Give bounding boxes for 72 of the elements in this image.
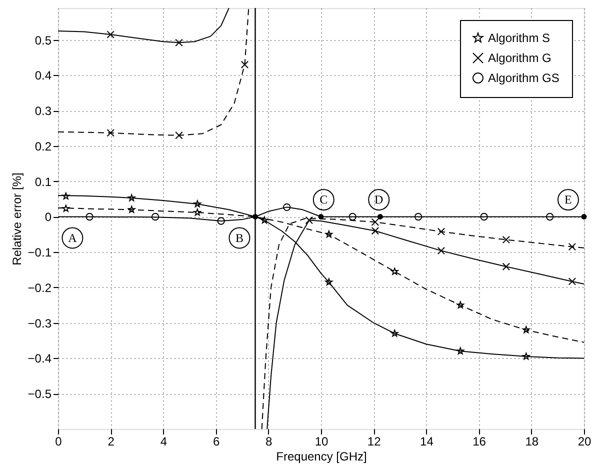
x-tick-label: 10 xyxy=(314,434,328,448)
annotation: D xyxy=(374,192,384,207)
point xyxy=(437,228,446,236)
point xyxy=(282,203,291,212)
x-tick-label: 14 xyxy=(420,434,434,448)
annotation: B xyxy=(235,230,244,245)
legend-label: Algorithm S xyxy=(488,31,550,45)
x-tick-label: 18 xyxy=(525,434,539,448)
y-tick-label: 0.2 xyxy=(34,139,52,154)
point xyxy=(414,212,422,221)
point xyxy=(62,204,70,212)
point xyxy=(546,212,554,221)
point xyxy=(522,352,530,360)
x-tick-label: 4 xyxy=(160,434,168,448)
point xyxy=(502,262,510,270)
point xyxy=(348,212,356,221)
point xyxy=(217,217,225,225)
x-tick-label: 2 xyxy=(108,434,115,448)
point xyxy=(456,347,464,354)
point xyxy=(86,212,94,221)
point xyxy=(522,326,530,334)
y-tick-label: −0.4 xyxy=(28,352,52,366)
point xyxy=(194,200,202,208)
x-tick-label: 12 xyxy=(367,434,382,448)
x-axis-title: Frequency [GHz] xyxy=(276,450,367,464)
point xyxy=(128,206,136,213)
point xyxy=(502,236,510,244)
x-tick-label: 20 xyxy=(578,434,592,448)
point xyxy=(305,216,314,224)
point xyxy=(325,278,333,286)
y-tick-label: 0 xyxy=(44,210,52,224)
point xyxy=(106,129,114,137)
point xyxy=(128,194,136,202)
point xyxy=(106,30,114,38)
x-tick-label: 16 xyxy=(472,434,486,448)
point xyxy=(318,214,324,220)
y-tick-label: −0.5 xyxy=(28,387,52,402)
x-tick-label: 8 xyxy=(266,434,273,448)
point xyxy=(581,214,587,220)
y-tick-label: 0.4 xyxy=(34,68,52,83)
point xyxy=(371,227,380,235)
legend-label: Algorithm G xyxy=(488,51,552,65)
annotation: E xyxy=(564,192,572,207)
point xyxy=(151,212,160,221)
point xyxy=(240,60,249,68)
y-tick-label: −0.3 xyxy=(28,316,52,330)
annotation: C xyxy=(320,192,328,207)
y-tick-label: −0.1 xyxy=(28,246,52,260)
point xyxy=(568,242,576,251)
point xyxy=(480,212,488,221)
y-tick-label: 0.1 xyxy=(34,174,52,189)
x-tick-label: 0 xyxy=(55,434,62,448)
y-axis-title: Relative error [%] xyxy=(10,172,24,266)
point xyxy=(390,330,398,337)
point xyxy=(371,218,380,226)
point xyxy=(62,192,70,200)
y-tick-label: 0.5 xyxy=(34,33,52,48)
point xyxy=(325,230,333,238)
point xyxy=(456,301,464,308)
point xyxy=(437,246,446,255)
y-tick-label: −0.2 xyxy=(28,280,52,295)
point xyxy=(260,216,268,224)
point xyxy=(175,38,183,47)
y-tick-label: 0.3 xyxy=(34,104,52,118)
legend-label: Algorithm GS xyxy=(488,71,560,85)
point xyxy=(194,208,202,216)
point xyxy=(175,132,183,140)
x-tick-label: 6 xyxy=(212,434,220,448)
point xyxy=(568,278,576,286)
annotation: A xyxy=(68,230,78,245)
point xyxy=(390,268,398,275)
point xyxy=(377,214,383,220)
